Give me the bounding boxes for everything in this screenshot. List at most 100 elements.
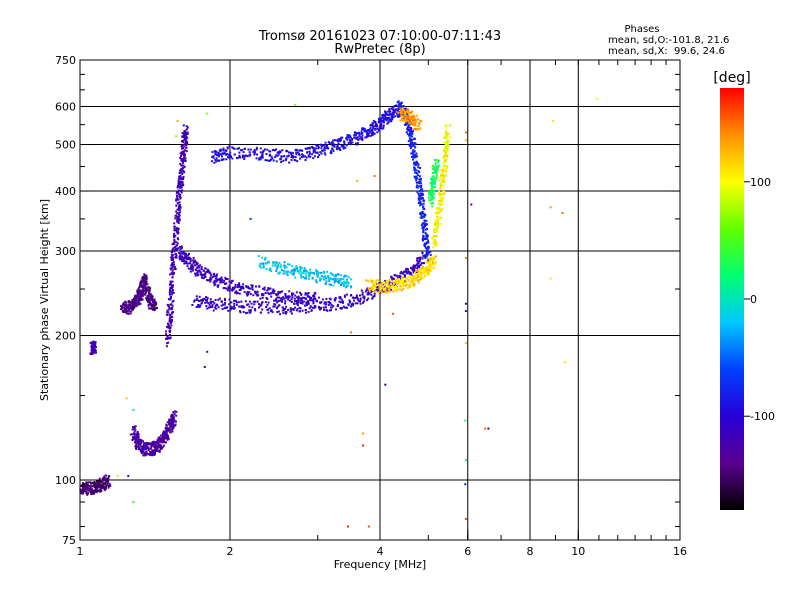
data-point (417, 197, 420, 200)
data-point (238, 288, 241, 291)
data-point (206, 297, 209, 299)
data-point (230, 301, 233, 304)
data-point (135, 300, 138, 303)
data-point (422, 212, 425, 215)
data-point (294, 269, 296, 272)
data-point (256, 300, 259, 303)
data-point (305, 301, 308, 304)
data-point (291, 296, 294, 299)
data-point (130, 306, 133, 309)
data-point (134, 437, 137, 440)
data-point (232, 287, 235, 290)
data-point (315, 147, 317, 150)
data-point (391, 282, 394, 285)
data-point (279, 264, 282, 267)
data-point (404, 270, 406, 273)
data-point (90, 353, 93, 355)
data-point (214, 152, 217, 154)
data-point (170, 259, 173, 261)
data-point (173, 222, 176, 225)
data-point (406, 283, 409, 286)
data-point (410, 127, 413, 129)
data-point (169, 286, 172, 289)
data-point (375, 283, 378, 285)
data-point (291, 265, 294, 268)
data-point (139, 284, 142, 287)
data-point (130, 310, 133, 313)
data-point (404, 284, 407, 287)
data-point (414, 162, 417, 165)
phase-info-x-mode: mean, sd,X: 99.6, 24.6 (608, 46, 725, 57)
data-point (445, 136, 448, 139)
data-point (193, 259, 196, 262)
data-point (180, 250, 183, 253)
data-point (264, 148, 266, 151)
data-point (427, 241, 430, 244)
data-point (400, 118, 403, 121)
data-point (348, 136, 351, 139)
data-point (240, 300, 243, 303)
data-point (390, 113, 393, 116)
data-point (264, 301, 267, 304)
data-point (290, 298, 293, 301)
data-point (196, 266, 199, 269)
data-point (173, 236, 176, 238)
data-point (165, 428, 168, 431)
data-point (141, 298, 144, 301)
data-point (285, 295, 287, 298)
data-point (418, 260, 421, 262)
data-point (316, 151, 319, 154)
data-point (153, 449, 156, 452)
data-point (432, 196, 435, 199)
data-point (438, 179, 441, 182)
data-point (171, 262, 174, 265)
data-point (276, 154, 279, 157)
data-point (404, 118, 407, 121)
data-point (371, 288, 374, 291)
data-point (421, 197, 424, 200)
data-point (204, 267, 207, 270)
data-point (380, 123, 383, 126)
data-point (424, 232, 427, 234)
data-point (438, 207, 441, 210)
data-point (188, 252, 190, 255)
data-point (367, 287, 370, 290)
data-point (243, 158, 246, 160)
data-point (294, 294, 297, 297)
data-point (399, 288, 401, 291)
data-point (412, 283, 415, 286)
data-point (279, 266, 282, 269)
data-point (422, 231, 425, 234)
data-point (312, 151, 315, 154)
data-point (334, 296, 337, 299)
data-point (152, 304, 155, 307)
data-point (361, 132, 364, 135)
data-point (80, 485, 83, 488)
data-point (191, 268, 194, 271)
data-point (165, 333, 168, 336)
data-point (432, 189, 435, 192)
data-point (116, 474, 119, 477)
data-point (427, 272, 430, 275)
data-point (371, 129, 374, 132)
data-point (262, 266, 265, 269)
data-point (180, 164, 183, 167)
data-point (402, 109, 405, 111)
data-point (261, 262, 263, 265)
data-point (408, 137, 411, 140)
data-point (418, 190, 421, 193)
data-point (126, 310, 129, 313)
data-point (414, 264, 416, 267)
data-point (391, 118, 394, 121)
data-point (407, 124, 410, 127)
data-point (320, 147, 323, 150)
data-point (332, 284, 335, 287)
data-point (365, 136, 368, 139)
data-point (246, 294, 249, 297)
data-point (421, 211, 424, 214)
data-point (165, 337, 167, 340)
data-point (91, 344, 93, 347)
data-point (420, 194, 423, 197)
y-tick-label: 400 (55, 185, 76, 198)
data-point (366, 287, 369, 290)
